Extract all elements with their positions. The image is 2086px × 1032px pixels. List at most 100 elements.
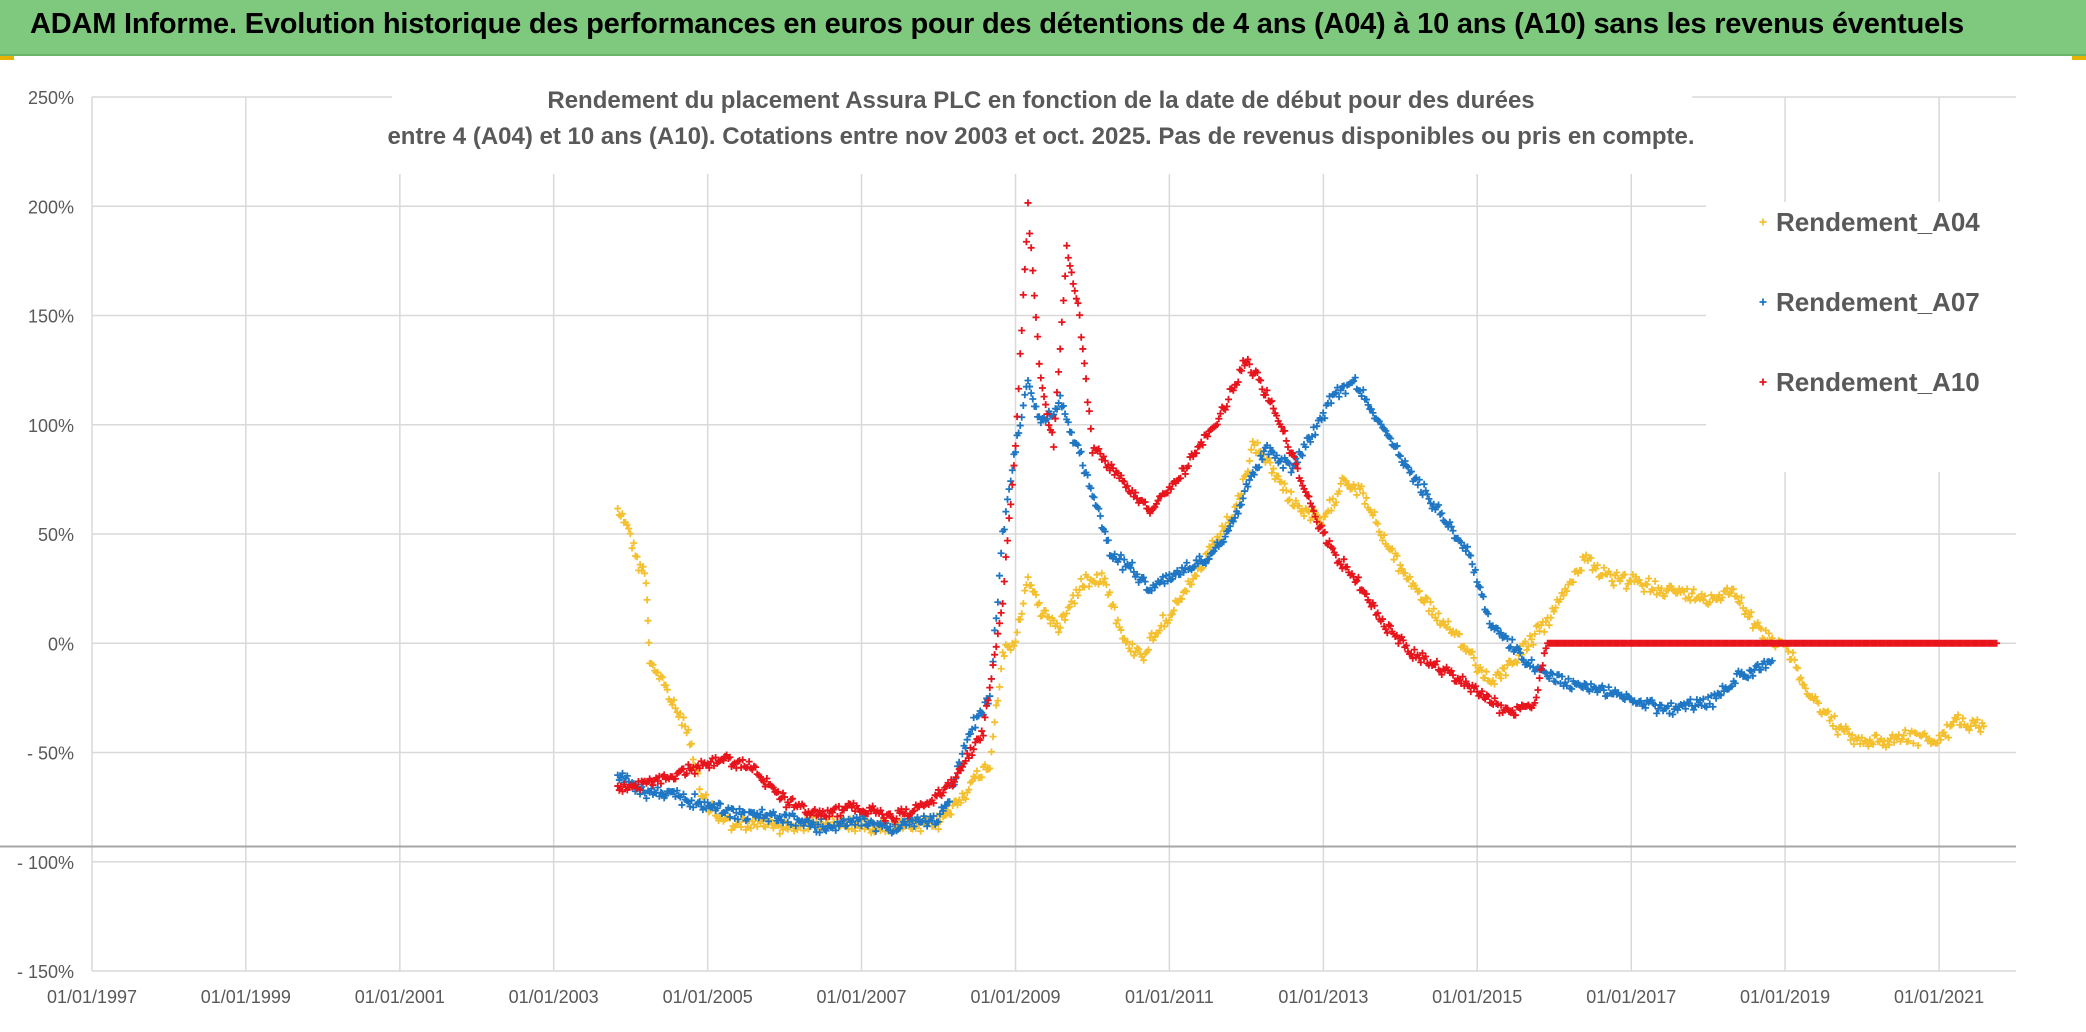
- chart-title-line: entre 4 (A04) et 10 ans (A10). Cotations…: [387, 123, 1694, 150]
- scatter-mark: [1245, 360, 1253, 368]
- scatter-mark: [1980, 722, 1988, 730]
- scatter-mark: [1491, 694, 1499, 702]
- scatter-mark: [1327, 399, 1335, 407]
- scatter-mark: [987, 748, 995, 756]
- scatter-mark: [1511, 711, 1519, 719]
- scatter-mark: [625, 525, 633, 533]
- scatter-mark: [1295, 502, 1303, 510]
- scatter-mark: [1012, 638, 1020, 646]
- scatter-mark: [1534, 686, 1542, 694]
- scatter-mark: [1257, 452, 1265, 460]
- scatter-mark: [1178, 595, 1186, 603]
- scatter-mark: [1321, 513, 1329, 521]
- scatter-mark: [1560, 591, 1568, 599]
- scatter-mark: [1077, 575, 1085, 583]
- scatter-mark: [1051, 415, 1059, 423]
- scatter-mark: [1305, 508, 1313, 516]
- scatter-mark: [1536, 674, 1544, 682]
- scatter-mark: [973, 767, 981, 775]
- scatter-mark: [997, 609, 1005, 617]
- scatter-mark: [1229, 386, 1237, 394]
- scatter-mark: [1187, 580, 1195, 588]
- scatter-mark: [1401, 569, 1409, 577]
- scatter-mark: [1164, 489, 1172, 497]
- scatter-mark: [1375, 528, 1383, 536]
- scatter-mark: [1396, 561, 1404, 569]
- scatter-mark: [626, 530, 634, 538]
- scatter-mark: [1765, 629, 1773, 637]
- scatter-mark: [1866, 736, 1874, 744]
- scatter-mark: [851, 827, 859, 835]
- scatter-mark: [1342, 477, 1350, 485]
- scatter-mark: [1061, 272, 1069, 280]
- scatter-mark: [1645, 575, 1653, 583]
- scatter-mark: [732, 809, 740, 817]
- scatter-mark: [987, 675, 995, 683]
- scatter-mark: [1079, 345, 1087, 353]
- scatter-mark: [1151, 633, 1159, 641]
- scatter-mark: [1885, 741, 1893, 749]
- scatter-mark: [1738, 594, 1746, 602]
- scatter-mark: [787, 821, 795, 829]
- scatter-mark: [1040, 393, 1048, 401]
- scatter-mark: [1577, 567, 1585, 575]
- scatter-mark: [1965, 726, 1973, 734]
- scatter-mark: [1364, 401, 1372, 409]
- scatter-mark: [1319, 409, 1327, 417]
- scatter-mark: [1104, 536, 1112, 544]
- scatter-mark: [1018, 326, 1026, 334]
- scatter-mark: [825, 812, 833, 820]
- scatter-mark: [963, 736, 971, 744]
- scatter-mark: [1709, 703, 1717, 711]
- scatter-mark: [1244, 467, 1252, 475]
- x-tick-label: 01/01/2003: [509, 987, 599, 1007]
- scatter-mark: [1027, 389, 1035, 397]
- scatter-mark: [1165, 571, 1173, 579]
- scatter-mark: [978, 727, 986, 735]
- scatter-mark: [712, 754, 720, 762]
- scatter-mark: [1444, 618, 1452, 626]
- scatter-mark: [1993, 639, 2001, 647]
- scatter-mark: [1438, 509, 1446, 517]
- scatter-mark: [1111, 603, 1119, 611]
- scatter-mark: [1013, 413, 1021, 421]
- scatter-mark: [702, 791, 710, 799]
- scatter-mark: [1221, 533, 1229, 541]
- scatter-mark: [1071, 599, 1079, 607]
- scatter-mark: [1497, 629, 1505, 637]
- scatter-mark: [1321, 414, 1329, 422]
- scatter-mark: [1068, 268, 1076, 276]
- scatter-mark: [670, 696, 678, 704]
- scatter-mark: [1650, 586, 1658, 594]
- scatter-mark: [1420, 480, 1428, 488]
- scatter-mark: [1393, 552, 1401, 560]
- scatter-mark: [1074, 299, 1082, 307]
- scatter-mark: [1173, 567, 1181, 575]
- scatter-mark: [1688, 589, 1696, 597]
- y-tick-label: - 150%: [17, 962, 74, 982]
- legend-marker: [1759, 298, 1767, 306]
- scatter-mark: [1076, 311, 1084, 319]
- scatter-mark: [1952, 715, 1960, 723]
- axis-layer: 250% 200% 150% 100% 50% 0% - 50% - 100% - 150% 01…: [17, 88, 1984, 1007]
- chart-title-layer: Rendement du placement Assura PLC en fon…: [387, 78, 1695, 174]
- scatter-mark: [1231, 514, 1239, 522]
- scatter-mark: [1420, 598, 1428, 606]
- scatter-mark: [1297, 477, 1305, 485]
- series-rendement_a10: [614, 199, 2001, 826]
- scatter-mark: [1540, 649, 1548, 657]
- scatter-mark: [1103, 581, 1110, 589]
- scatter-mark: [1035, 599, 1043, 607]
- corner-marker-right: [2072, 56, 2086, 60]
- scatter-mark: [1004, 537, 1012, 545]
- scatter-mark: [957, 799, 965, 807]
- scatter-mark: [1012, 448, 1020, 456]
- scatter-mark: [1552, 678, 1560, 686]
- scatter-mark: [1545, 674, 1553, 682]
- x-tick-label: 01/01/1997: [47, 987, 137, 1007]
- scatter-mark: [758, 806, 766, 814]
- scatter-mark: [955, 758, 963, 766]
- scatter-mark: [1000, 526, 1008, 534]
- scatter-mark: [1247, 446, 1255, 454]
- scatter-mark: [1718, 593, 1726, 601]
